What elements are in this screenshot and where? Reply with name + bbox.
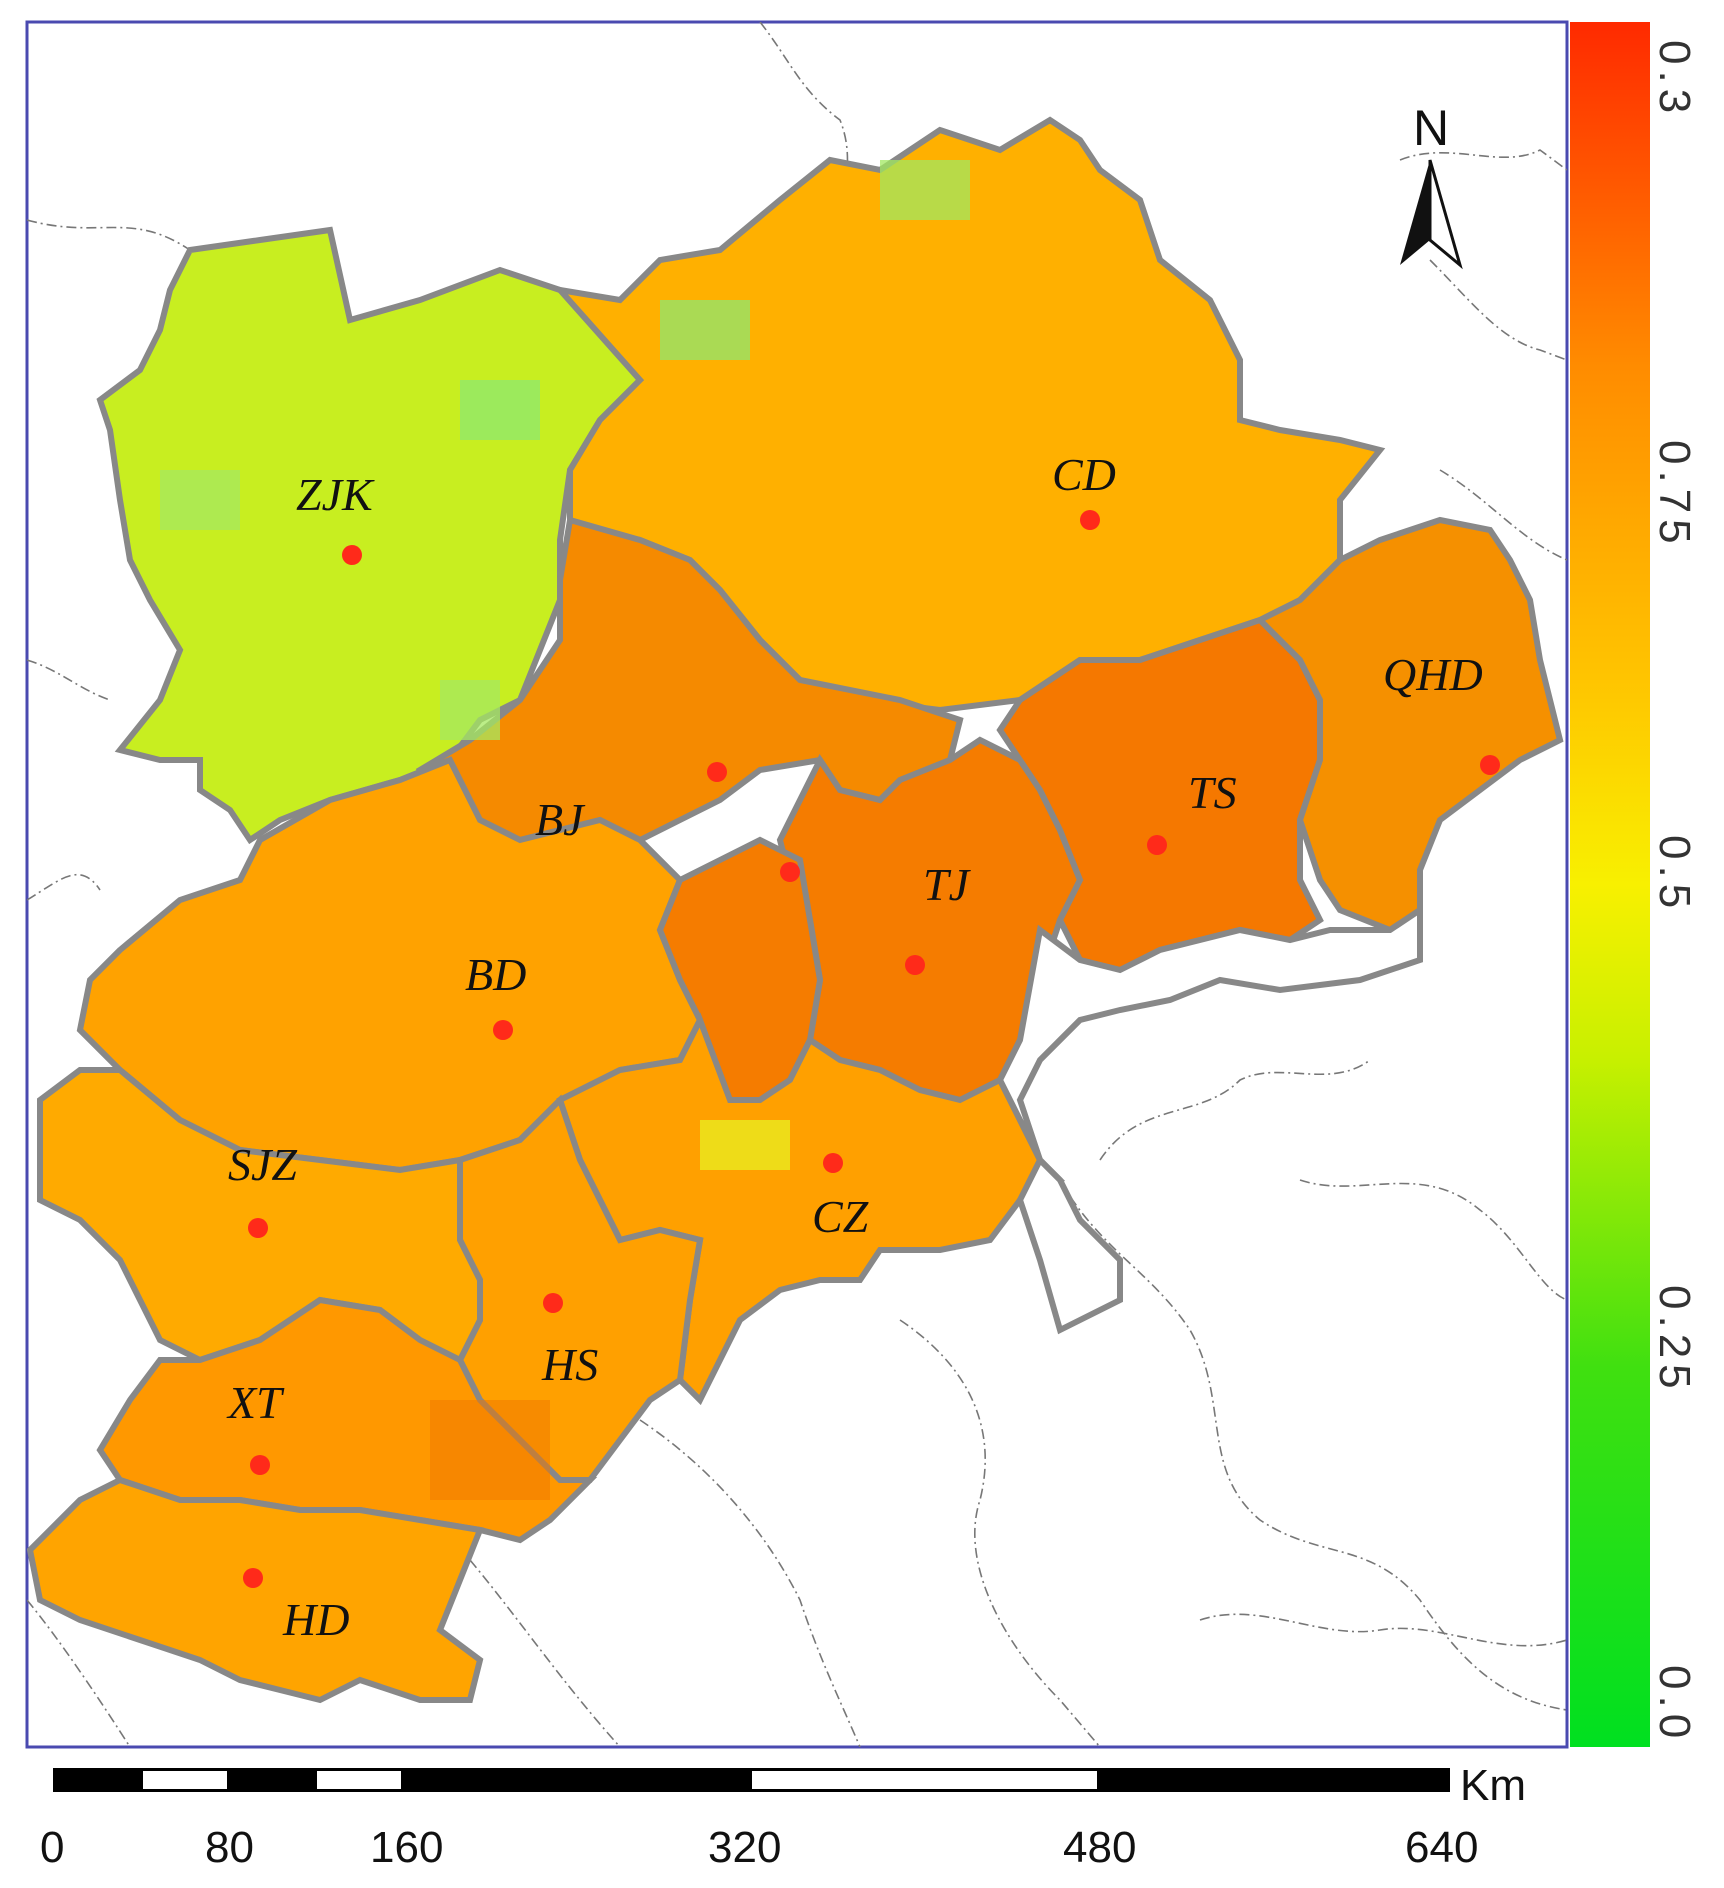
region-qhd	[1254, 516, 1564, 934]
north-arrow-icon	[1400, 160, 1430, 265]
north-arrow: N	[1400, 100, 1463, 270]
point-hd	[243, 1568, 263, 1588]
point-ts	[1147, 835, 1167, 855]
scale-bar: Km 0 80 160 320 480 640	[40, 1761, 1526, 1872]
legend-ticks: 0.3 0.75 0.5 0.25 0.0	[1650, 40, 1699, 1744]
point-qhd	[1480, 755, 1500, 775]
point-zjk	[342, 545, 362, 565]
point-bd	[493, 1020, 513, 1040]
gulf-sea	[996, 904, 1423, 1335]
label-sjz: SJZ	[228, 1139, 297, 1190]
scale-tick-640: 640	[1405, 1823, 1478, 1872]
legend-colorbar	[1570, 22, 1650, 1747]
legend-tick-1: 0.75	[1650, 440, 1699, 550]
legend-tick-3: 0.25	[1650, 1285, 1699, 1395]
label-qhd: QHD	[1383, 649, 1483, 700]
city-labels: ZJK CD QHD BJ TS TJ BD SJZ CZ HS XT HD	[226, 449, 1483, 1645]
legend-tick-4: 0.0	[1650, 1665, 1699, 1744]
scale-unit: Km	[1460, 1761, 1526, 1810]
point-cz	[823, 1153, 843, 1173]
label-hd: HD	[282, 1594, 349, 1645]
region-bj	[415, 516, 964, 844]
point-lf	[780, 862, 800, 882]
label-zjk: ZJK	[296, 469, 375, 520]
scale-tick-80: 80	[205, 1823, 254, 1872]
label-bj: BJ	[535, 794, 586, 845]
label-xt: XT	[226, 1377, 285, 1428]
region-hd	[27, 1476, 485, 1704]
point-xt	[250, 1455, 270, 1475]
label-hs: HS	[541, 1339, 598, 1390]
pixel-patches	[160, 160, 970, 1500]
point-sjz	[248, 1218, 268, 1238]
label-bd: BD	[465, 949, 526, 1000]
legend-tick-2: 0.5	[1650, 835, 1699, 914]
scale-tick-160: 160	[370, 1823, 443, 1872]
point-hs	[543, 1293, 563, 1313]
point-tj	[905, 955, 925, 975]
scale-tick-480: 480	[1063, 1823, 1136, 1872]
label-ts: TS	[1188, 767, 1237, 818]
north-label: N	[1413, 100, 1449, 156]
label-cd: CD	[1052, 449, 1116, 500]
point-bj	[707, 762, 727, 782]
city-points	[243, 510, 1500, 1588]
scale-tick-0: 0	[40, 1823, 64, 1872]
scale-tick-320: 320	[708, 1823, 781, 1872]
map-content	[27, 22, 1567, 1747]
legend-tick-0: 0.3	[1650, 40, 1699, 119]
point-cd	[1080, 510, 1100, 530]
label-tj: TJ	[923, 859, 972, 910]
label-cz: CZ	[812, 1191, 869, 1242]
